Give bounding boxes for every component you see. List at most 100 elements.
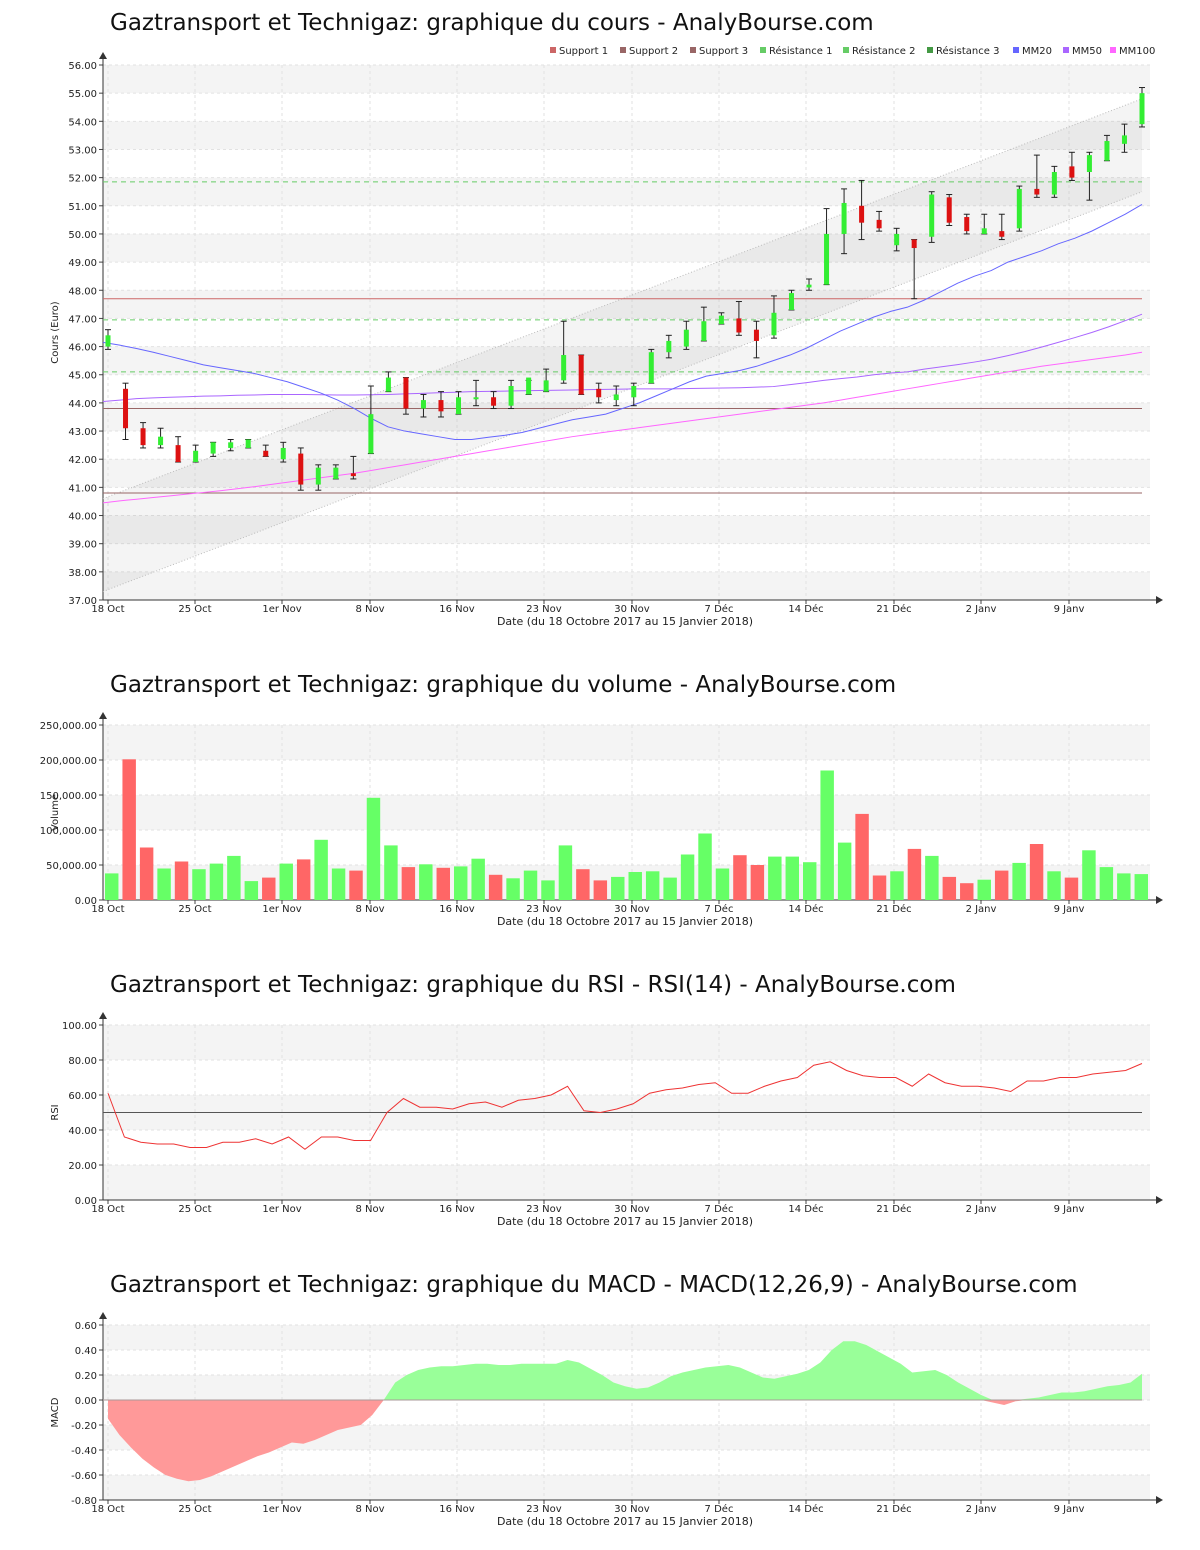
candle-body bbox=[315, 467, 321, 485]
legend-item: MM20 bbox=[1022, 46, 1052, 57]
legend-item: MM50 bbox=[1072, 46, 1102, 57]
volume-bar bbox=[733, 855, 747, 900]
candle-body bbox=[473, 397, 479, 400]
candle-body bbox=[526, 377, 532, 395]
trend-channel bbox=[103, 98, 1142, 592]
candle-body bbox=[648, 352, 654, 384]
price-y-label: Cours (Euro) bbox=[50, 301, 61, 364]
price-x-tick-label: 2 Janv bbox=[966, 604, 997, 615]
candle-body bbox=[385, 377, 391, 392]
candle-body bbox=[561, 355, 567, 381]
macd-x-tick-label: 25 Oct bbox=[178, 1504, 211, 1515]
legend-swatch bbox=[843, 47, 849, 53]
candle-body bbox=[736, 318, 742, 333]
candle-body bbox=[876, 219, 882, 229]
volume-x-tick-label: 2 Janv bbox=[966, 904, 997, 915]
candle-body bbox=[193, 450, 199, 463]
price-x-arrow bbox=[1156, 596, 1163, 604]
candle-body bbox=[929, 194, 935, 237]
price-y-tick-label: 40.00 bbox=[68, 512, 97, 523]
volume-bar bbox=[715, 868, 730, 900]
macd-y-tick-label: -0.80 bbox=[71, 1496, 97, 1507]
macd-y-tick-label: -0.40 bbox=[71, 1446, 97, 1457]
rsi-y-tick-label: 100.00 bbox=[62, 1021, 97, 1032]
volume-x-tick-label: 23 Nov bbox=[526, 904, 562, 915]
candle-body bbox=[175, 445, 181, 463]
price-x-tick-label: 23 Nov bbox=[526, 604, 562, 615]
rsi-y-tick-label: 0.00 bbox=[75, 1196, 97, 1207]
volume-bar bbox=[419, 864, 433, 900]
price-x-tick-label: 30 Nov bbox=[614, 604, 650, 615]
volume-bar bbox=[401, 867, 416, 900]
candle-body bbox=[420, 400, 426, 409]
volume-bar bbox=[366, 797, 381, 900]
candle-body bbox=[788, 293, 794, 310]
volume-bar bbox=[611, 876, 625, 900]
volume-x-tick-label: 21 Déc bbox=[876, 903, 911, 915]
volume-bar bbox=[890, 871, 904, 900]
candle-body bbox=[1086, 155, 1092, 172]
candle-body bbox=[280, 447, 286, 460]
channel-upper-line bbox=[102, 98, 1143, 500]
legend-item: Support 1 bbox=[559, 46, 608, 57]
candle-body bbox=[964, 217, 970, 232]
macd-chart: -0.80 -0.60 -0.40 -0.20 0.00 0.20 0.40 0.60 18 O… bbox=[50, 1312, 1163, 1528]
price-y-tick-label: 45.00 bbox=[68, 371, 97, 382]
volume-bar bbox=[279, 863, 293, 900]
candle-body bbox=[771, 312, 777, 336]
volume-x-arrow bbox=[1156, 896, 1163, 904]
volume-bar bbox=[454, 866, 468, 900]
price-y-tick-label: 51.00 bbox=[68, 202, 97, 213]
price-y-tick-label: 53.00 bbox=[68, 145, 97, 156]
candle-body bbox=[596, 388, 602, 398]
volume-bar bbox=[523, 870, 538, 900]
volume-bar bbox=[296, 859, 311, 900]
price-y-tick-label: 49.00 bbox=[68, 258, 97, 269]
channel-lower-line bbox=[102, 191, 1143, 593]
volume-bar bbox=[977, 879, 991, 900]
macd-x-tick-label: 2 Janv bbox=[966, 1504, 997, 1515]
volume-bar bbox=[820, 770, 834, 900]
macd-chart-title: Gaztransport et Technigaz: graphique du … bbox=[110, 1272, 1078, 1298]
volume-bar bbox=[105, 873, 119, 900]
volume-bar bbox=[942, 876, 957, 900]
volume-bar bbox=[436, 867, 450, 900]
rsi-x-tick-label: 14 Déc bbox=[788, 1203, 823, 1215]
price-y-tick-label: 48.00 bbox=[68, 286, 97, 297]
candle-body bbox=[578, 355, 584, 395]
rsi-x-tick-label: 9 Janv bbox=[1054, 1204, 1085, 1215]
macd-x-arrow bbox=[1156, 1496, 1163, 1504]
volume-bar bbox=[349, 870, 363, 900]
rsi-x-tick-label: 16 Nov bbox=[439, 1204, 475, 1215]
volume-bar bbox=[628, 872, 642, 900]
macd-x-tick-label: 18 Oct bbox=[91, 1504, 124, 1515]
rsi-y-tick-label: 40.00 bbox=[68, 1126, 97, 1137]
legend-swatch bbox=[927, 47, 933, 53]
volume-x-tick-label: 9 Janv bbox=[1054, 904, 1085, 915]
volume-bar bbox=[785, 856, 799, 900]
rsi-x-caption: Date (du 18 Octobre 2017 au 15 Janvier 2… bbox=[497, 1215, 753, 1228]
candle-body bbox=[1016, 188, 1022, 229]
volume-bar bbox=[122, 759, 136, 900]
volume-bar bbox=[994, 870, 1009, 900]
volume-bar bbox=[593, 880, 608, 900]
candle-body bbox=[123, 388, 129, 429]
macd-x-tick-label: 16 Nov bbox=[439, 1504, 475, 1515]
rsi-grid-band bbox=[103, 1025, 1150, 1060]
volume-bar bbox=[1117, 873, 1131, 900]
volume-bar bbox=[1029, 844, 1044, 900]
rsi-x-tick-label: 1er Nov bbox=[262, 1204, 301, 1215]
macd-y-tick-label: 0.20 bbox=[75, 1371, 97, 1382]
price-y-tick-label: 41.00 bbox=[68, 483, 97, 494]
price-grid-band bbox=[103, 233, 1150, 263]
volume-bar bbox=[331, 868, 346, 900]
candle-body bbox=[1034, 188, 1040, 195]
legend-swatch bbox=[690, 47, 696, 53]
volume-bar bbox=[506, 878, 520, 900]
volume-bar bbox=[855, 813, 869, 900]
legend-item: Résistance 2 bbox=[852, 45, 915, 57]
volume-bar bbox=[663, 877, 677, 900]
price-x-tick-label: 1er Nov bbox=[262, 604, 301, 615]
price-y-tick-label: 50.00 bbox=[68, 230, 97, 241]
legend-swatch bbox=[550, 47, 556, 53]
